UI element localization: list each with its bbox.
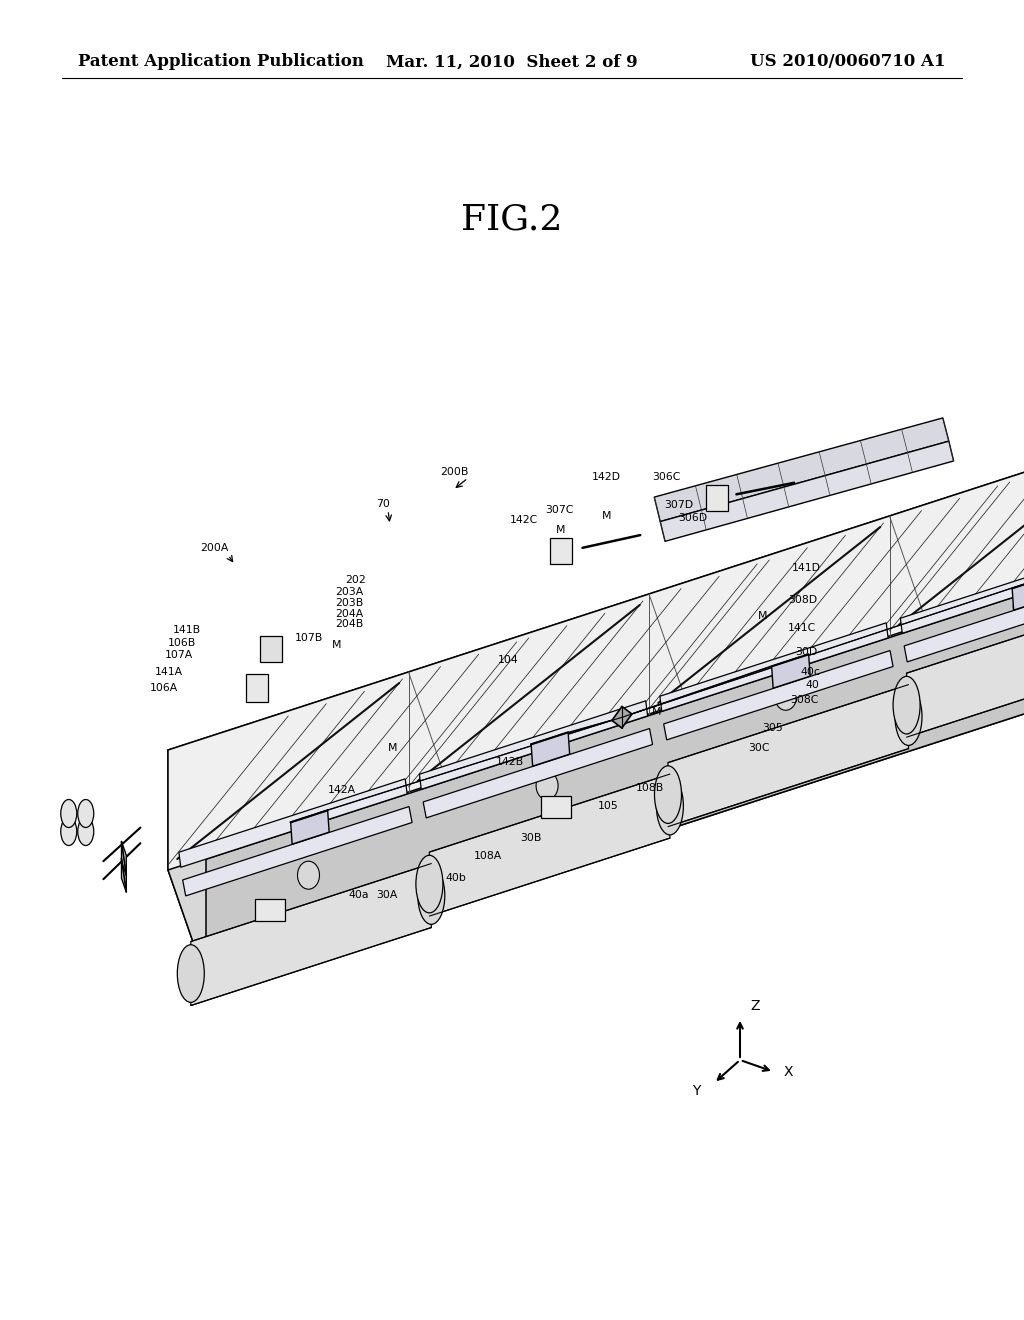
Text: 141B: 141B (173, 624, 201, 635)
Polygon shape (659, 623, 888, 711)
Text: 30D: 30D (795, 647, 817, 657)
Bar (255, 899, 285, 921)
Text: 141C: 141C (788, 623, 816, 634)
Polygon shape (179, 779, 408, 867)
Ellipse shape (1014, 593, 1024, 620)
Text: 142D: 142D (592, 473, 621, 482)
Text: 142A: 142A (328, 785, 356, 795)
Text: 141A: 141A (155, 667, 183, 677)
Text: M: M (758, 611, 768, 620)
Text: 40a: 40a (348, 890, 369, 900)
Polygon shape (122, 841, 126, 875)
Text: 40c: 40c (800, 667, 820, 677)
Polygon shape (900, 545, 1024, 634)
Ellipse shape (775, 682, 797, 710)
Text: 200A: 200A (200, 543, 228, 553)
Polygon shape (429, 774, 670, 916)
Text: 307D: 307D (664, 500, 693, 510)
Text: FIG.2: FIG.2 (462, 203, 562, 238)
Text: 107B: 107B (295, 634, 324, 643)
Text: M: M (332, 640, 341, 649)
Text: 40b: 40b (445, 873, 466, 883)
Ellipse shape (177, 945, 205, 1002)
Text: 70: 70 (376, 499, 390, 510)
Text: Patent Application Publication: Patent Application Publication (78, 54, 364, 70)
Bar (707, 486, 728, 511)
Text: M: M (652, 708, 662, 717)
Text: Y: Y (692, 1084, 700, 1098)
Polygon shape (168, 438, 1024, 870)
Polygon shape (420, 701, 647, 789)
Polygon shape (904, 573, 1024, 661)
Bar (260, 636, 282, 663)
Ellipse shape (416, 855, 443, 913)
Text: 106A: 106A (150, 682, 178, 693)
Ellipse shape (78, 800, 94, 828)
Text: 305: 305 (762, 723, 782, 733)
Polygon shape (122, 858, 126, 892)
Text: M: M (602, 511, 611, 521)
Text: 200B: 200B (440, 467, 468, 477)
Text: 306D: 306D (678, 513, 708, 523)
Polygon shape (660, 441, 953, 541)
Text: X: X (783, 1065, 794, 1078)
Text: 107A: 107A (165, 649, 194, 660)
Polygon shape (291, 810, 329, 845)
Text: M: M (388, 743, 397, 752)
Text: 306C: 306C (652, 473, 680, 482)
Bar (542, 796, 571, 818)
Polygon shape (190, 863, 431, 1006)
Text: 105: 105 (598, 801, 618, 810)
Text: 203B: 203B (335, 598, 364, 609)
Text: Mar. 11, 2010  Sheet 2 of 9: Mar. 11, 2010 Sheet 2 of 9 (386, 54, 638, 70)
Text: 104: 104 (498, 655, 519, 665)
Text: 204A: 204A (335, 609, 364, 619)
Ellipse shape (656, 777, 683, 834)
Ellipse shape (60, 817, 77, 846)
Polygon shape (772, 655, 810, 688)
Text: 308D: 308D (788, 595, 817, 605)
Text: 30C: 30C (748, 743, 769, 752)
Text: 141D: 141D (792, 564, 821, 573)
Text: 142B: 142B (496, 756, 524, 767)
Text: 308C: 308C (790, 696, 818, 705)
Ellipse shape (60, 800, 77, 828)
Text: 142C: 142C (510, 515, 539, 525)
Ellipse shape (654, 766, 682, 824)
Polygon shape (664, 651, 893, 741)
Text: 30B: 30B (520, 833, 542, 843)
Text: 307C: 307C (545, 506, 573, 515)
Ellipse shape (78, 817, 94, 846)
Polygon shape (612, 706, 632, 729)
Text: 204B: 204B (335, 619, 364, 630)
Polygon shape (168, 438, 1024, 859)
Polygon shape (168, 750, 206, 979)
Text: 40: 40 (805, 680, 819, 690)
Bar (550, 537, 571, 564)
Text: 202: 202 (345, 576, 366, 585)
Ellipse shape (298, 861, 319, 890)
Text: 108B: 108B (636, 783, 665, 793)
Polygon shape (668, 685, 908, 826)
Text: Z: Z (750, 999, 760, 1012)
Ellipse shape (537, 772, 558, 800)
Polygon shape (182, 807, 412, 896)
Polygon shape (206, 548, 1024, 979)
Polygon shape (654, 418, 949, 521)
Polygon shape (168, 558, 1024, 979)
Polygon shape (906, 595, 1024, 737)
Text: M: M (556, 525, 565, 535)
Text: 108A: 108A (474, 851, 502, 861)
Ellipse shape (895, 688, 922, 746)
Text: US 2010/0060710 A1: US 2010/0060710 A1 (751, 54, 946, 70)
Polygon shape (1012, 577, 1024, 610)
Text: 106B: 106B (168, 638, 197, 648)
Polygon shape (531, 733, 569, 766)
Text: 30A: 30A (376, 890, 397, 900)
Bar (246, 675, 268, 702)
Text: 203A: 203A (335, 587, 364, 597)
Ellipse shape (893, 676, 921, 734)
Polygon shape (423, 729, 652, 818)
Ellipse shape (418, 867, 444, 924)
